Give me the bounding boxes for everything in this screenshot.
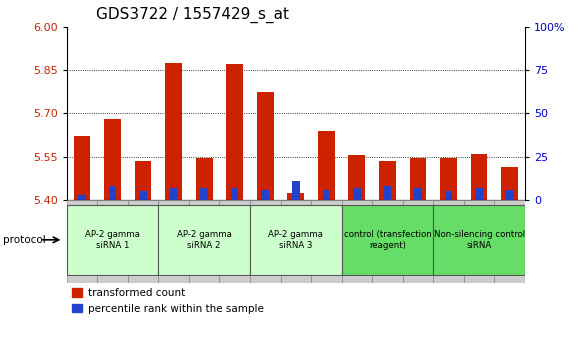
Bar — [158, 200, 189, 283]
Bar — [349, 155, 365, 200]
Bar — [414, 188, 422, 200]
Text: GSM388427: GSM388427 — [169, 207, 178, 258]
Text: GSM388434: GSM388434 — [474, 207, 484, 258]
Bar — [342, 205, 433, 275]
Bar — [501, 167, 518, 200]
Bar — [74, 136, 90, 200]
Text: GSM388436: GSM388436 — [353, 207, 361, 258]
Text: GSM388432: GSM388432 — [322, 207, 331, 258]
Bar — [200, 188, 208, 200]
Bar — [262, 190, 269, 200]
Text: AP-2 gamma
siRNA 1: AP-2 gamma siRNA 1 — [85, 230, 140, 250]
Bar — [128, 200, 158, 283]
Bar — [135, 161, 151, 200]
Text: GSM388437: GSM388437 — [383, 207, 392, 258]
Bar — [372, 200, 403, 283]
Text: GSM388433: GSM388433 — [444, 207, 453, 258]
Bar — [250, 200, 281, 283]
Text: GSM388424: GSM388424 — [78, 207, 86, 258]
Text: GSM388438: GSM388438 — [414, 207, 422, 258]
Bar — [292, 181, 300, 200]
Text: GSM388431: GSM388431 — [291, 207, 300, 258]
Bar — [506, 190, 513, 200]
Legend: transformed count, percentile rank within the sample: transformed count, percentile rank withi… — [72, 289, 263, 314]
Bar — [403, 200, 433, 283]
Bar — [464, 200, 494, 283]
Bar — [383, 186, 392, 200]
Text: control (transfection
reagent): control (transfection reagent) — [343, 230, 432, 250]
Bar — [353, 188, 361, 200]
Bar — [311, 200, 342, 283]
Text: GSM388430: GSM388430 — [261, 207, 270, 258]
Bar — [189, 200, 219, 283]
Bar — [494, 200, 525, 283]
Text: GSM388425: GSM388425 — [108, 207, 117, 258]
Text: Non-silencing control
siRNA: Non-silencing control siRNA — [433, 230, 525, 250]
Bar — [108, 186, 117, 200]
Bar — [322, 190, 330, 200]
Text: protocol: protocol — [3, 235, 46, 245]
Text: GSM388429: GSM388429 — [230, 207, 239, 258]
Bar — [165, 63, 182, 200]
Bar — [433, 205, 525, 275]
Bar — [104, 119, 121, 200]
Bar — [440, 158, 457, 200]
Text: AP-2 gamma
siRNA 3: AP-2 gamma siRNA 3 — [269, 230, 323, 250]
Bar — [409, 158, 426, 200]
Bar — [170, 188, 177, 200]
Bar — [226, 64, 243, 200]
Bar — [257, 92, 274, 200]
Bar — [219, 200, 250, 283]
Text: GSM388435: GSM388435 — [505, 207, 514, 258]
Text: GSM388428: GSM388428 — [200, 207, 209, 258]
Bar — [250, 205, 342, 275]
Bar — [231, 188, 238, 200]
Bar — [475, 188, 483, 200]
Bar — [318, 131, 335, 200]
Bar — [433, 200, 464, 283]
Bar — [139, 191, 147, 200]
Text: GSM388426: GSM388426 — [139, 207, 147, 258]
Bar — [445, 191, 452, 200]
Bar — [67, 205, 158, 275]
Bar — [342, 200, 372, 283]
Bar — [288, 193, 304, 200]
Bar — [158, 205, 250, 275]
Bar — [67, 200, 97, 283]
Text: GDS3722 / 1557429_s_at: GDS3722 / 1557429_s_at — [96, 7, 289, 23]
Text: AP-2 gamma
siRNA 2: AP-2 gamma siRNA 2 — [177, 230, 231, 250]
Bar — [379, 161, 396, 200]
Bar — [281, 200, 311, 283]
Bar — [78, 195, 86, 200]
Bar — [196, 158, 212, 200]
Bar — [97, 200, 128, 283]
Bar — [471, 154, 487, 200]
